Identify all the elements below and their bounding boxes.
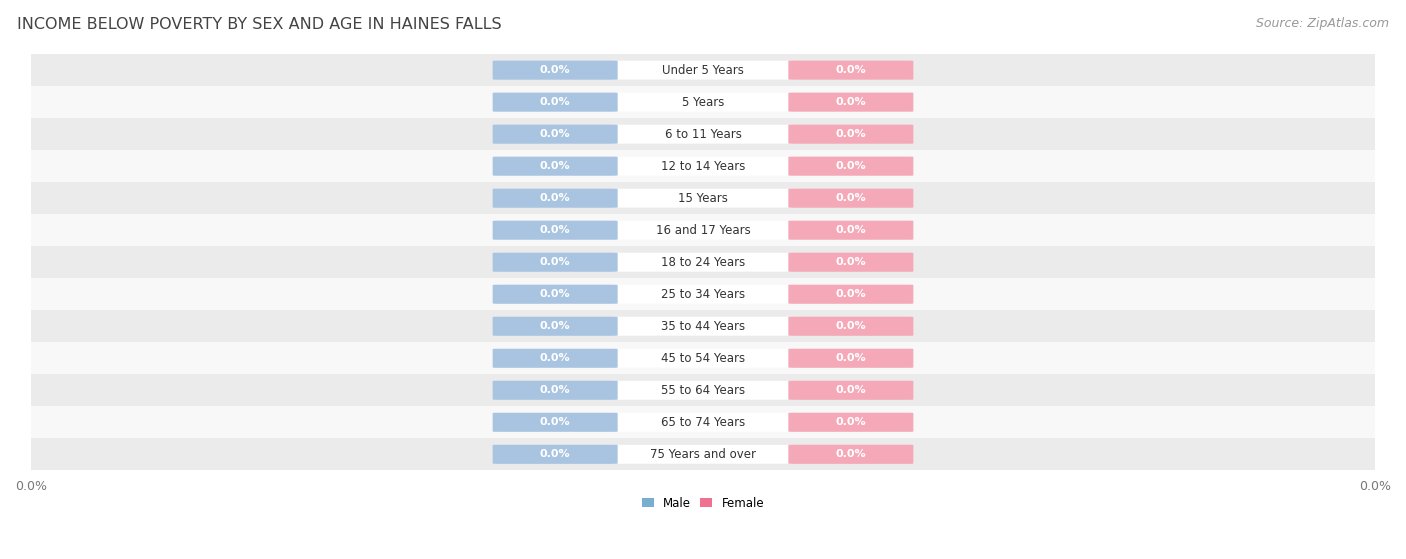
FancyBboxPatch shape [612, 381, 794, 400]
FancyBboxPatch shape [612, 93, 794, 112]
FancyBboxPatch shape [492, 349, 617, 368]
Text: 65 to 74 Years: 65 to 74 Years [661, 416, 745, 429]
Text: 0.0%: 0.0% [835, 353, 866, 363]
Bar [31, 246, 1375, 278]
Text: 18 to 24 Years: 18 to 24 Years [661, 255, 745, 269]
Text: 0.0%: 0.0% [540, 225, 571, 235]
Bar [31, 214, 1375, 246]
Bar [31, 438, 1375, 470]
FancyBboxPatch shape [789, 317, 914, 336]
FancyBboxPatch shape [492, 125, 617, 144]
Text: 0.0%: 0.0% [835, 65, 866, 75]
Text: 0.0%: 0.0% [540, 353, 571, 363]
FancyBboxPatch shape [789, 157, 914, 176]
FancyBboxPatch shape [492, 445, 617, 464]
Text: 0.0%: 0.0% [540, 129, 571, 139]
Text: 16 and 17 Years: 16 and 17 Years [655, 224, 751, 236]
FancyBboxPatch shape [789, 381, 914, 400]
FancyBboxPatch shape [789, 188, 914, 208]
FancyBboxPatch shape [492, 381, 617, 400]
FancyBboxPatch shape [789, 349, 914, 368]
FancyBboxPatch shape [789, 221, 914, 240]
Text: 0.0%: 0.0% [835, 129, 866, 139]
Text: 75 Years and over: 75 Years and over [650, 448, 756, 461]
Bar [31, 150, 1375, 182]
FancyBboxPatch shape [789, 125, 914, 144]
Text: 0.0%: 0.0% [540, 97, 571, 107]
Text: 0.0%: 0.0% [540, 417, 571, 427]
Text: 0.0%: 0.0% [835, 161, 866, 171]
Text: 0.0%: 0.0% [540, 449, 571, 459]
FancyBboxPatch shape [492, 317, 617, 336]
FancyBboxPatch shape [789, 285, 914, 304]
FancyBboxPatch shape [612, 413, 794, 432]
Text: 0.0%: 0.0% [835, 257, 866, 267]
FancyBboxPatch shape [612, 125, 794, 144]
Text: 5 Years: 5 Years [682, 96, 724, 108]
FancyBboxPatch shape [612, 253, 794, 272]
Text: 0.0%: 0.0% [540, 161, 571, 171]
Bar [31, 118, 1375, 150]
Bar [31, 54, 1375, 86]
FancyBboxPatch shape [612, 189, 794, 207]
Text: 0.0%: 0.0% [540, 193, 571, 203]
Bar [31, 375, 1375, 406]
FancyBboxPatch shape [492, 413, 617, 432]
Text: 0.0%: 0.0% [540, 385, 571, 395]
Bar [31, 310, 1375, 342]
Bar [31, 406, 1375, 438]
FancyBboxPatch shape [492, 157, 617, 176]
Text: 0.0%: 0.0% [835, 449, 866, 459]
Text: 12 to 14 Years: 12 to 14 Years [661, 160, 745, 173]
FancyBboxPatch shape [492, 221, 617, 240]
Text: 0.0%: 0.0% [835, 417, 866, 427]
Text: Under 5 Years: Under 5 Years [662, 64, 744, 77]
Bar [31, 182, 1375, 214]
Text: 0.0%: 0.0% [835, 193, 866, 203]
FancyBboxPatch shape [612, 445, 794, 464]
Text: 55 to 64 Years: 55 to 64 Years [661, 384, 745, 397]
Text: 0.0%: 0.0% [835, 289, 866, 299]
Text: 0.0%: 0.0% [835, 97, 866, 107]
FancyBboxPatch shape [789, 445, 914, 464]
Text: 0.0%: 0.0% [540, 321, 571, 331]
Bar [31, 342, 1375, 375]
Text: INCOME BELOW POVERTY BY SEX AND AGE IN HAINES FALLS: INCOME BELOW POVERTY BY SEX AND AGE IN H… [17, 17, 502, 32]
FancyBboxPatch shape [789, 93, 914, 112]
FancyBboxPatch shape [492, 93, 617, 112]
Text: 0.0%: 0.0% [835, 385, 866, 395]
Text: 0.0%: 0.0% [835, 321, 866, 331]
Text: 0.0%: 0.0% [540, 65, 571, 75]
Text: 25 to 34 Years: 25 to 34 Years [661, 288, 745, 301]
FancyBboxPatch shape [612, 317, 794, 336]
FancyBboxPatch shape [789, 413, 914, 432]
FancyBboxPatch shape [492, 253, 617, 272]
Text: 6 to 11 Years: 6 to 11 Years [665, 127, 741, 141]
FancyBboxPatch shape [612, 285, 794, 304]
FancyBboxPatch shape [492, 60, 617, 80]
FancyBboxPatch shape [789, 253, 914, 272]
FancyBboxPatch shape [612, 157, 794, 176]
Text: 0.0%: 0.0% [540, 289, 571, 299]
Bar [31, 278, 1375, 310]
FancyBboxPatch shape [492, 188, 617, 208]
Text: 35 to 44 Years: 35 to 44 Years [661, 320, 745, 333]
FancyBboxPatch shape [612, 349, 794, 368]
Text: Source: ZipAtlas.com: Source: ZipAtlas.com [1256, 17, 1389, 30]
FancyBboxPatch shape [789, 60, 914, 80]
Bar [31, 86, 1375, 118]
Text: 0.0%: 0.0% [540, 257, 571, 267]
FancyBboxPatch shape [612, 61, 794, 79]
FancyBboxPatch shape [612, 221, 794, 240]
FancyBboxPatch shape [492, 285, 617, 304]
Text: 45 to 54 Years: 45 to 54 Years [661, 352, 745, 365]
Text: 0.0%: 0.0% [835, 225, 866, 235]
Legend: Male, Female: Male, Female [637, 492, 769, 514]
Text: 15 Years: 15 Years [678, 192, 728, 205]
